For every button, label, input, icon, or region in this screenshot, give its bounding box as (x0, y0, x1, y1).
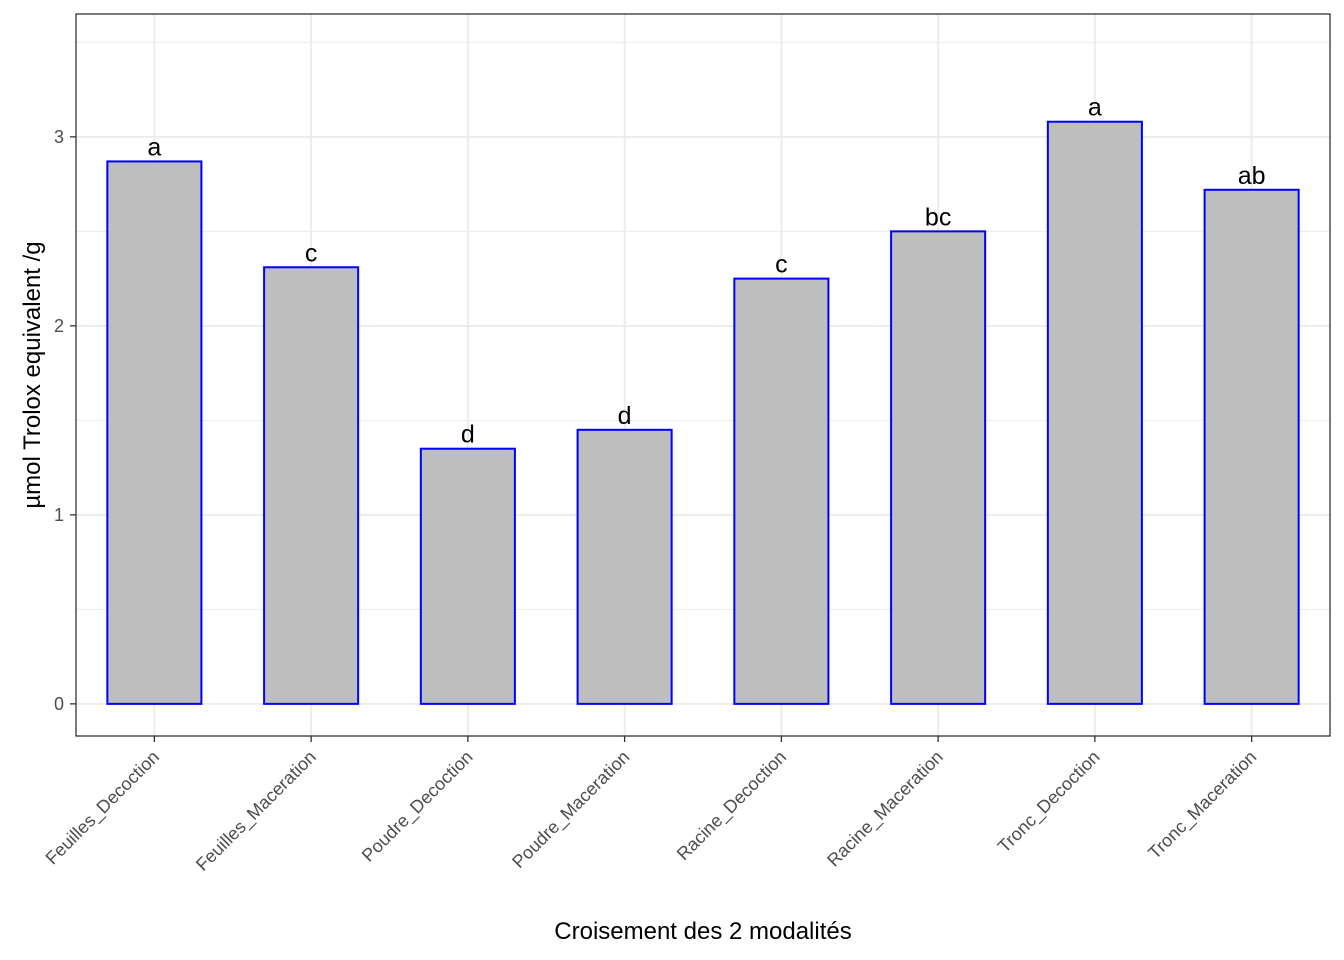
y-axis: 0 1 2 3 (54, 127, 76, 714)
y-tick-label: 2 (54, 316, 64, 336)
bar (1046, 120, 1143, 705)
y-tick-label: 1 (54, 505, 64, 525)
y-tick-label: 0 (54, 694, 64, 714)
bars (106, 120, 1300, 705)
bar (263, 266, 360, 705)
bar (1203, 188, 1300, 705)
bar-letter-label: d (618, 402, 632, 430)
bar-letter-labels: a c d d c bc a ab (147, 94, 1265, 449)
y-axis-title: µmol Trolox equivalent /g (19, 241, 46, 508)
bar (733, 277, 830, 705)
bar-letter-label: d (461, 421, 475, 449)
bar-letter-label: c (305, 239, 318, 267)
bar (890, 230, 987, 705)
panel-border (75, 13, 1331, 737)
bar-letter-label: ab (1238, 162, 1266, 190)
y-tick-label: 3 (54, 127, 64, 147)
bar-letter-label: c (775, 251, 788, 279)
bar-letter-label: a (1088, 94, 1102, 122)
bar (576, 428, 673, 705)
bar-letter-label: a (147, 133, 161, 161)
x-axis-title: Croisement des 2 modalités (554, 918, 851, 945)
bar (106, 160, 203, 705)
bar (419, 447, 516, 705)
bar-letter-label: bc (925, 203, 951, 231)
